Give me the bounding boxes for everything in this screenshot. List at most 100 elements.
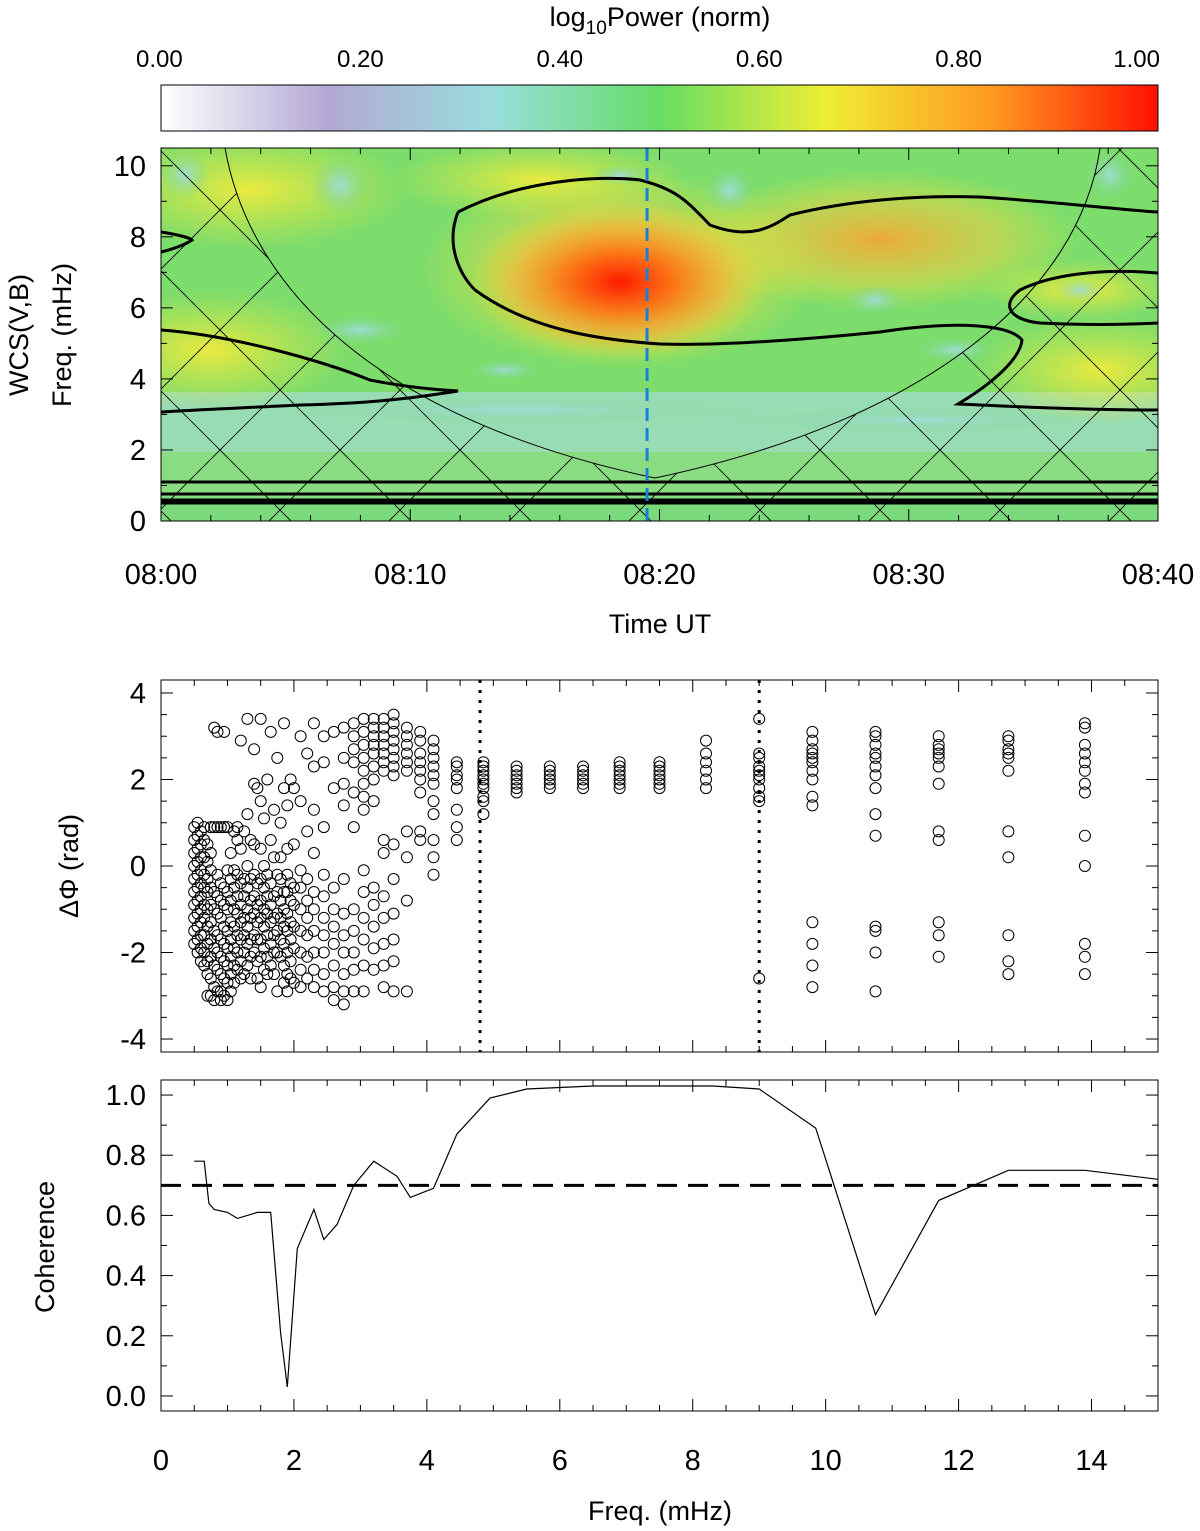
phase-point: [208, 981, 221, 994]
coherence-xtick-label: 6: [552, 1445, 568, 1477]
phase-point: [1002, 730, 1015, 743]
phase-point: [700, 782, 712, 795]
phase-point: [271, 924, 284, 937]
phase-point: [753, 747, 766, 760]
phase-point: [211, 929, 224, 942]
phase-point: [414, 773, 427, 786]
phase-point: [201, 838, 214, 851]
phase-point: [198, 834, 211, 846]
phase-point: [198, 929, 211, 942]
phase-point: [387, 751, 400, 764]
phase-point: [414, 747, 427, 760]
phase-point: [274, 816, 287, 829]
phase-point: [806, 790, 819, 803]
phase-point: [653, 760, 666, 773]
phase-point: [357, 985, 370, 998]
phase-point: [1078, 764, 1091, 777]
phase-point: [427, 760, 440, 773]
phase-point: [287, 782, 300, 795]
phase-point: [753, 790, 766, 803]
phase-point: [251, 933, 264, 946]
phase-point: [268, 911, 280, 924]
phase-point: [198, 881, 211, 894]
phase-point: [477, 795, 490, 808]
phase-point: [258, 881, 270, 894]
phase-point: [337, 998, 350, 1011]
phase-point: [261, 968, 274, 981]
phase-point: [307, 924, 320, 937]
wavelet-xtick-label: 08:00: [125, 559, 198, 591]
phase-point: [238, 873, 251, 885]
phase-point: [387, 717, 400, 730]
phase-point: [1078, 786, 1091, 799]
phase-point: [753, 760, 766, 773]
phase-point: [204, 933, 217, 946]
phase-point: [224, 933, 237, 946]
phase-point: [271, 868, 284, 881]
phase-point: [208, 903, 221, 916]
phase-point: [367, 963, 380, 976]
colorbar-tick-label: 0.40: [536, 46, 583, 73]
phase-point: [1002, 734, 1015, 747]
phase-point: [274, 933, 287, 946]
phase-point: [932, 751, 945, 764]
phase-point: [1078, 968, 1091, 981]
phase-point: [307, 903, 320, 916]
phase-point: [387, 873, 400, 885]
colorbar-tick-label: 0.20: [337, 46, 384, 73]
phase-point: [271, 985, 284, 998]
phase-point: [191, 894, 204, 907]
phase-point: [208, 959, 221, 972]
phase-point: [284, 955, 297, 968]
colorbar-tick-label: 0.80: [935, 46, 982, 73]
phase-point: [281, 907, 294, 920]
phase-point: [653, 777, 666, 790]
phase-point: [753, 795, 766, 808]
phase-point: [254, 795, 267, 808]
phase-point: [543, 777, 556, 790]
phase-point: [301, 825, 314, 838]
phase-point: [231, 821, 244, 834]
phase-point: [347, 924, 360, 937]
phase-point: [264, 916, 277, 929]
phase-point: [1078, 860, 1091, 872]
phase-point: [221, 864, 234, 877]
phase-point: [753, 769, 766, 782]
wavelet-ylabel-line1: WCS(V,B): [4, 274, 34, 396]
phase-point: [188, 886, 201, 898]
phase-point: [337, 721, 350, 734]
phase-point: [367, 738, 380, 751]
phase-point: [347, 717, 360, 730]
wavelet-xlabel: Time UT: [609, 609, 712, 639]
phase-point: [271, 907, 284, 920]
phase-point: [577, 782, 590, 795]
phase-point: [1002, 747, 1015, 760]
phase-point: [241, 881, 254, 894]
phase-point: [271, 886, 284, 898]
wavelet-ytick-label: 6: [130, 293, 146, 325]
phase-point: [414, 834, 427, 846]
phase-point: [1078, 937, 1091, 950]
phase-point: [278, 717, 290, 730]
phase-point: [700, 773, 712, 786]
phase-point: [337, 946, 350, 959]
phase-point: [613, 769, 626, 782]
phase-point: [224, 894, 237, 907]
phase-point: [427, 808, 440, 821]
phase-point: [218, 937, 231, 950]
phase-point: [241, 920, 254, 933]
phase-point: [238, 825, 251, 838]
phase-point: [307, 847, 320, 859]
phase-point: [510, 764, 523, 777]
phase-point: [281, 946, 294, 959]
phase-point: [191, 920, 204, 933]
phase-point: [301, 929, 314, 942]
phase-point: [204, 881, 217, 894]
phase-point: [347, 985, 360, 998]
phase-point: [191, 855, 204, 868]
phase-point: [198, 868, 211, 881]
phase-point: [806, 756, 819, 769]
heatmap-field: [161, 148, 1158, 521]
phase-point: [450, 834, 463, 846]
phase-point: [427, 851, 440, 864]
